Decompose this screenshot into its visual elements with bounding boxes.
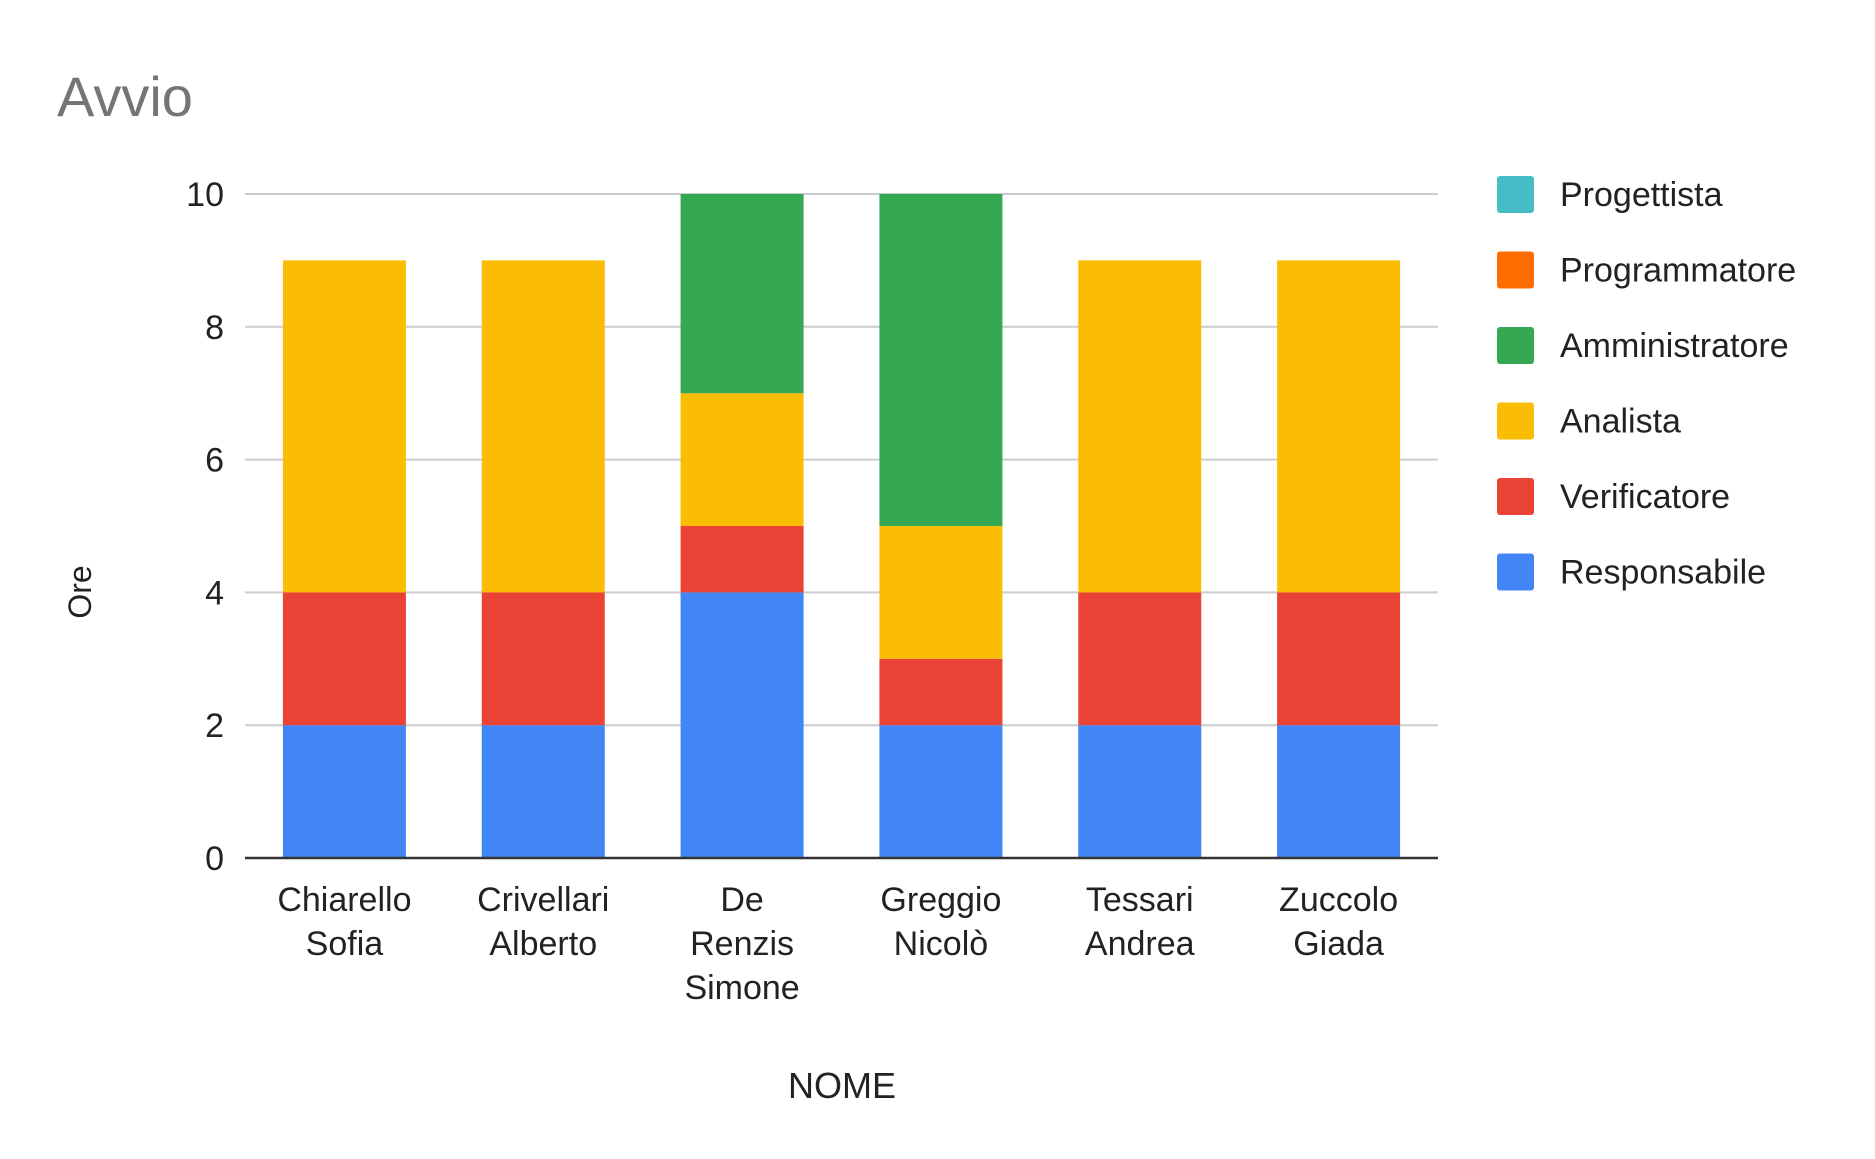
bar-segment-verificatore xyxy=(1277,592,1401,726)
bar-segment-verificatore xyxy=(481,592,605,726)
bar-segment-verificatore xyxy=(879,658,1003,726)
legend-swatch xyxy=(1497,478,1534,515)
gridlines xyxy=(245,193,1438,727)
chart-title: Avvio xyxy=(57,65,193,128)
legend-item-progettista: Progettista xyxy=(1497,176,1723,214)
legend-label: Verificatore xyxy=(1560,478,1730,516)
legend-label: Programmatore xyxy=(1560,252,1796,290)
bar-segment-responsabile xyxy=(481,725,605,858)
x-tick-label: Crivellari Alberto xyxy=(477,881,609,963)
bar-segment-responsabile xyxy=(282,725,406,858)
bar-segment-responsabile xyxy=(680,592,804,858)
legend-item-programmatore: Programmatore xyxy=(1497,251,1796,290)
legend-swatch xyxy=(1497,251,1534,289)
bar-segment-amministratore xyxy=(879,194,1003,526)
bar-segment-analista xyxy=(680,393,804,526)
legend-swatch xyxy=(1497,402,1534,440)
bar-segment-amministratore xyxy=(680,194,804,394)
y-tick-label: 2 xyxy=(205,707,224,745)
x-tick-label: Greggio Nicolò xyxy=(880,881,1001,963)
y-tick-label: 8 xyxy=(205,309,224,347)
bar-segment-analista xyxy=(282,260,406,593)
legend-swatch xyxy=(1497,327,1534,364)
y-tick-label: 0 xyxy=(205,840,224,878)
legend-item-verificatore: Verificatore xyxy=(1497,478,1730,516)
bar-segment-analista xyxy=(1078,260,1202,593)
x-tick-label: Chiarello Sofia xyxy=(277,881,411,963)
legend-label: Analista xyxy=(1560,403,1681,441)
legend-swatch xyxy=(1497,553,1534,591)
x-tick-label: Tessari Andrea xyxy=(1085,881,1195,963)
legend: Progettista Programmatore Amministratore An… xyxy=(1497,176,1796,592)
x-axis-label: NOME xyxy=(788,1065,896,1106)
legend-item-amministratore: Amministratore xyxy=(1497,327,1789,365)
x-tick-label: Zuccolo Giada xyxy=(1279,881,1398,963)
y-tick-labels: 0 2 4 6 8 10 xyxy=(186,176,224,878)
bar-segment-verificatore xyxy=(282,592,406,726)
bar-segment-analista xyxy=(879,526,1003,659)
bar-segment-verificatore xyxy=(680,526,804,593)
legend-label: Responsabile xyxy=(1560,554,1766,592)
bar-segment-analista xyxy=(1277,260,1401,593)
legend-item-analista: Analista xyxy=(1497,402,1681,441)
legend-swatch xyxy=(1497,176,1534,213)
bar-segment-responsabile xyxy=(1277,725,1401,858)
y-tick-label: 6 xyxy=(205,442,224,480)
legend-label: Amministratore xyxy=(1560,327,1789,365)
bar-segment-responsabile xyxy=(1078,725,1202,858)
bar-segment-analista xyxy=(481,260,605,593)
y-tick-label: 4 xyxy=(205,574,224,612)
legend-item-responsabile: Responsabile xyxy=(1497,553,1766,592)
legend-label: Progettista xyxy=(1560,176,1723,214)
x-tick-labels: Chiarello Sofia Crivellari Alberto De Renzis S… xyxy=(277,881,1398,1007)
bars xyxy=(282,194,1401,858)
bar-segment-responsabile xyxy=(879,725,1003,858)
x-tick-label: De Renzis Simone xyxy=(684,881,799,1007)
y-tick-label: 10 xyxy=(186,176,224,214)
bar-segment-verificatore xyxy=(1078,592,1202,726)
y-axis-label: Ore xyxy=(62,565,98,618)
